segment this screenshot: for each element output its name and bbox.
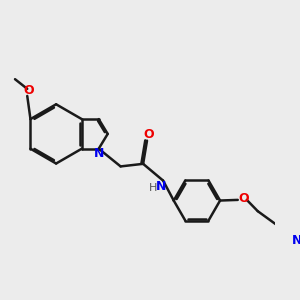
Text: N: N — [292, 234, 300, 247]
Text: N: N — [94, 147, 105, 160]
Text: N: N — [156, 180, 167, 193]
Text: O: O — [143, 128, 154, 141]
Text: O: O — [23, 84, 34, 97]
Text: O: O — [238, 192, 249, 206]
Text: H: H — [148, 183, 157, 193]
